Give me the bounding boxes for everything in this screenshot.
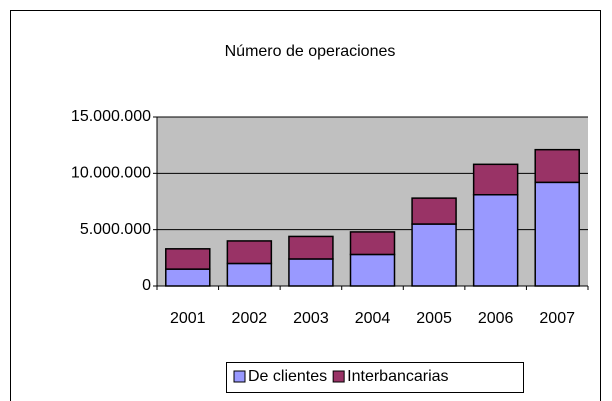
x-tick-label: 2002 [232,310,268,327]
bar-segment [165,268,211,287]
bar-segment [288,235,334,260]
chart-title: Número de operaciones [225,43,396,60]
legend-swatch [233,370,246,383]
bar-segment [534,148,580,184]
x-tick-label: 2006 [478,310,514,327]
bar-segment [288,258,334,287]
bar-segment [165,248,211,270]
bar-segment [411,223,457,287]
bar-segment [226,262,273,287]
bar-segment [226,240,273,265]
y-tick-label: 0 [142,277,151,294]
y-tick-label: 15.000.000 [71,108,151,125]
legend-box [226,362,524,393]
x-tick-label: 2001 [170,310,206,327]
x-tick-label: 2005 [416,310,452,327]
legend-label: Interbancarias [347,368,448,385]
x-tick-label: 2003 [293,310,329,327]
bar-segment [349,253,396,287]
bar-segment [534,181,580,287]
bar-segment [349,231,396,256]
chart-frame [10,10,601,401]
bar-segment [472,163,519,196]
legend-label: De clientes [248,368,327,385]
y-tick-label: 5.000.000 [80,221,151,238]
bar-segment [411,197,457,225]
x-tick-label: 2004 [355,310,391,327]
y-tick-label: 10.000.000 [71,165,151,182]
bar-segment [472,193,519,287]
x-tick-label: 2007 [539,310,575,327]
legend-swatch [332,370,345,383]
